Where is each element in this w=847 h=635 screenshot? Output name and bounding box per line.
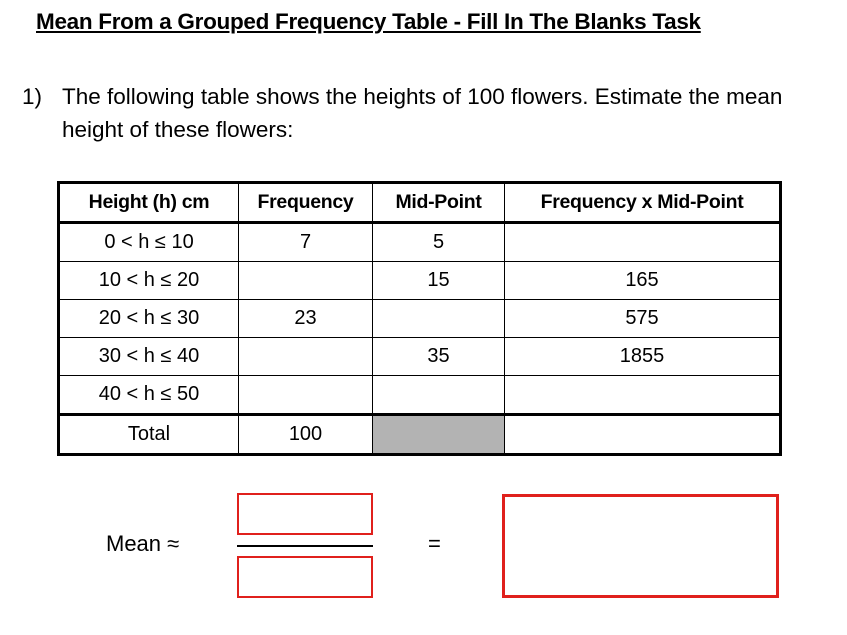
total-fx-cell [504,413,781,455]
fx-cell: 165 [504,261,781,300]
header-height: Height (h) cm [58,182,239,224]
fx-cell [504,375,781,415]
header-frequency-x-mid-point: Frequency x Mid-Point [504,182,781,224]
mid-point-cell [372,299,505,338]
mid-point-cell: 35 [372,337,505,376]
table-row: 10 < h ≤ 20 15 165 [58,261,781,300]
mid-point-cell: 5 [372,222,505,262]
table-row: 40 < h ≤ 50 [58,375,781,415]
mean-label: Mean ≈ [106,531,180,556]
question-number: 1) [22,84,43,109]
fraction-line [237,545,373,547]
table-row: 30 < h ≤ 40 35 1855 [58,337,781,376]
height-cell: 20 < h ≤ 30 [58,299,239,338]
page-title: Mean From a Grouped Frequency Table - Fi… [36,9,701,34]
shaded-cell [372,413,505,455]
denominator-answer-box[interactable] [237,556,373,598]
table-row: 20 < h ≤ 30 23 575 [58,299,781,338]
frequency-table: Height (h) cm Frequency Mid-Point Freque… [57,181,782,456]
table-header-row: Height (h) cm Frequency Mid-Point Freque… [58,182,781,224]
frequency-cell [238,375,373,415]
fx-cell: 575 [504,299,781,338]
total-frequency: 100 [238,413,373,455]
frequency-cell [238,337,373,376]
height-cell: 10 < h ≤ 20 [58,261,239,300]
mid-point-cell: 15 [372,261,505,300]
header-frequency: Frequency [238,182,373,224]
table-total-row: Total 100 [58,413,781,455]
height-cell: 30 < h ≤ 40 [58,337,239,376]
equals-sign: = [428,531,441,556]
table-row: 0 < h ≤ 10 7 5 [58,222,781,262]
height-cell: 40 < h ≤ 50 [58,375,239,415]
fx-cell: 1855 [504,337,781,376]
mid-point-cell [372,375,505,415]
header-mid-point: Mid-Point [372,182,505,224]
result-answer-box[interactable] [502,494,779,598]
frequency-cell [238,261,373,300]
numerator-answer-box[interactable] [237,493,373,535]
question-text: The following table shows the heights of… [62,84,783,142]
fx-cell [504,222,781,262]
total-label: Total [58,413,239,455]
height-cell: 0 < h ≤ 10 [58,222,239,262]
frequency-cell: 7 [238,222,373,262]
frequency-cell: 23 [238,299,373,338]
